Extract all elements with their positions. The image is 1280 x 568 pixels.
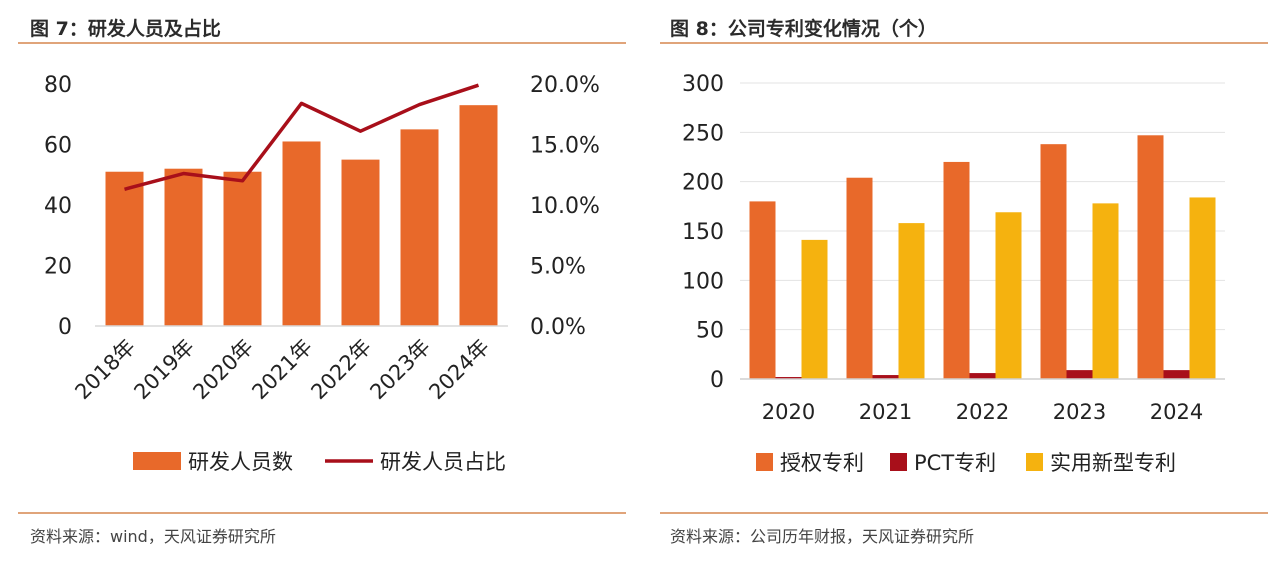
bar-utility-patent (801, 239, 828, 379)
bar-rd-staff (459, 105, 498, 326)
legend-label-pct: PCT专利 (914, 451, 996, 475)
bar-authorized-patent (1137, 135, 1164, 379)
y-tick-label: 80 (44, 73, 72, 98)
x-tick-label: 2018年 (70, 335, 140, 405)
legend-swatch-bar (133, 452, 181, 470)
source-rule (18, 512, 626, 514)
y-tick-label: 0 (58, 315, 72, 340)
x-tick-label: 2019年 (129, 335, 199, 405)
y-tick-label: 300 (682, 72, 724, 97)
bar-rd-staff (164, 168, 203, 326)
bar-pct-patent (969, 373, 996, 379)
legend-swatch-pct (890, 453, 907, 471)
bar-rd-staff (282, 141, 321, 326)
bar-rd-staff (400, 129, 439, 326)
title-rule (660, 42, 1268, 44)
bar-utility-patent (1092, 203, 1119, 379)
legend-label-line: 研发人员占比 (380, 450, 506, 474)
y2-tick-label: 10.0% (530, 194, 600, 219)
bar-authorized-patent (846, 177, 873, 379)
bar-authorized-patent (943, 161, 970, 379)
bar-utility-patent (1189, 197, 1216, 379)
bar-pct-patent (872, 375, 899, 379)
bar-utility-patent (995, 212, 1022, 379)
x-tick-label: 2023年 (365, 335, 435, 405)
figure-8-panel: 图 8：公司专利变化情况（个） 0 50 100 150 200 250 300 2020 20… (660, 0, 1280, 568)
y-tick-label: 250 (682, 121, 724, 146)
line-rd-ratio (124, 83, 480, 191)
y-tick-label: 100 (682, 269, 724, 294)
x-tick-label: 2020 (762, 400, 815, 424)
x-tick-label: 2021 (859, 400, 912, 424)
y-tick-label: 0 (710, 368, 724, 393)
bar-rd-staff (105, 171, 144, 326)
x-tick-label: 2024年 (424, 335, 494, 405)
legend-label-authorized: 授权专利 (780, 451, 864, 475)
rd-staff-chart: 0 20 40 60 80 0.0% 5.0% 10.0% 15.0% 20.0% 2018年201… (44, 73, 600, 474)
figure-7-panel: 图 7：研发人员及占比 0 20 40 60 80 0.0% 5.0% 10.0% 15.0% 2… (18, 18, 626, 546)
y-tick-label: 40 (44, 194, 72, 219)
x-tick-label: 2023 (1053, 400, 1106, 424)
x-tick-label: 2022年 (306, 335, 376, 405)
bar-authorized-patent (1040, 144, 1067, 379)
bar-pct-patent (1066, 370, 1093, 379)
x-tick-label: 2024 (1150, 400, 1203, 424)
x-tick-label: 2021年 (247, 335, 317, 405)
legend-swatch-authorized (756, 453, 773, 471)
source-rule (660, 512, 1268, 514)
figure-8-source: 资料来源：公司历年财报，天风证券研究所 (670, 527, 975, 546)
y-tick-label: 20 (44, 255, 72, 280)
legend-label-bar: 研发人员数 (188, 450, 293, 474)
x-tick-label: 2022 (956, 400, 1009, 424)
bar-rd-staff (223, 171, 262, 326)
figure-7-source: 资料来源：wind，天风证券研究所 (30, 527, 276, 546)
y2-tick-label: 20.0% (530, 73, 600, 98)
legend-swatch-utility (1026, 453, 1043, 471)
bar-utility-patent (898, 223, 925, 379)
y-tick-label: 200 (682, 171, 724, 196)
y-tick-label: 150 (682, 220, 724, 245)
legend-label-utility: 实用新型专利 (1050, 451, 1176, 475)
y-tick-label: 60 (44, 134, 72, 159)
bar-pct-patent (1163, 370, 1190, 379)
x-tick-label: 2020年 (188, 335, 258, 405)
patent-chart: 0 50 100 150 200 250 300 2020 2021 2022 2023 2024 授权… (682, 72, 1225, 475)
y2-tick-label: 15.0% (530, 134, 600, 159)
y2-tick-label: 5.0% (530, 255, 586, 280)
bar-pct-patent (775, 377, 802, 379)
bar-rd-staff (341, 159, 380, 326)
figure-7-title: 图 7：研发人员及占比 (30, 18, 221, 40)
y-tick-label: 50 (696, 319, 724, 344)
bar-authorized-patent (749, 201, 776, 379)
title-rule (18, 42, 626, 44)
figure-8-title: 图 8：公司专利变化情况（个） (670, 18, 937, 40)
y2-tick-label: 0.0% (530, 315, 586, 340)
